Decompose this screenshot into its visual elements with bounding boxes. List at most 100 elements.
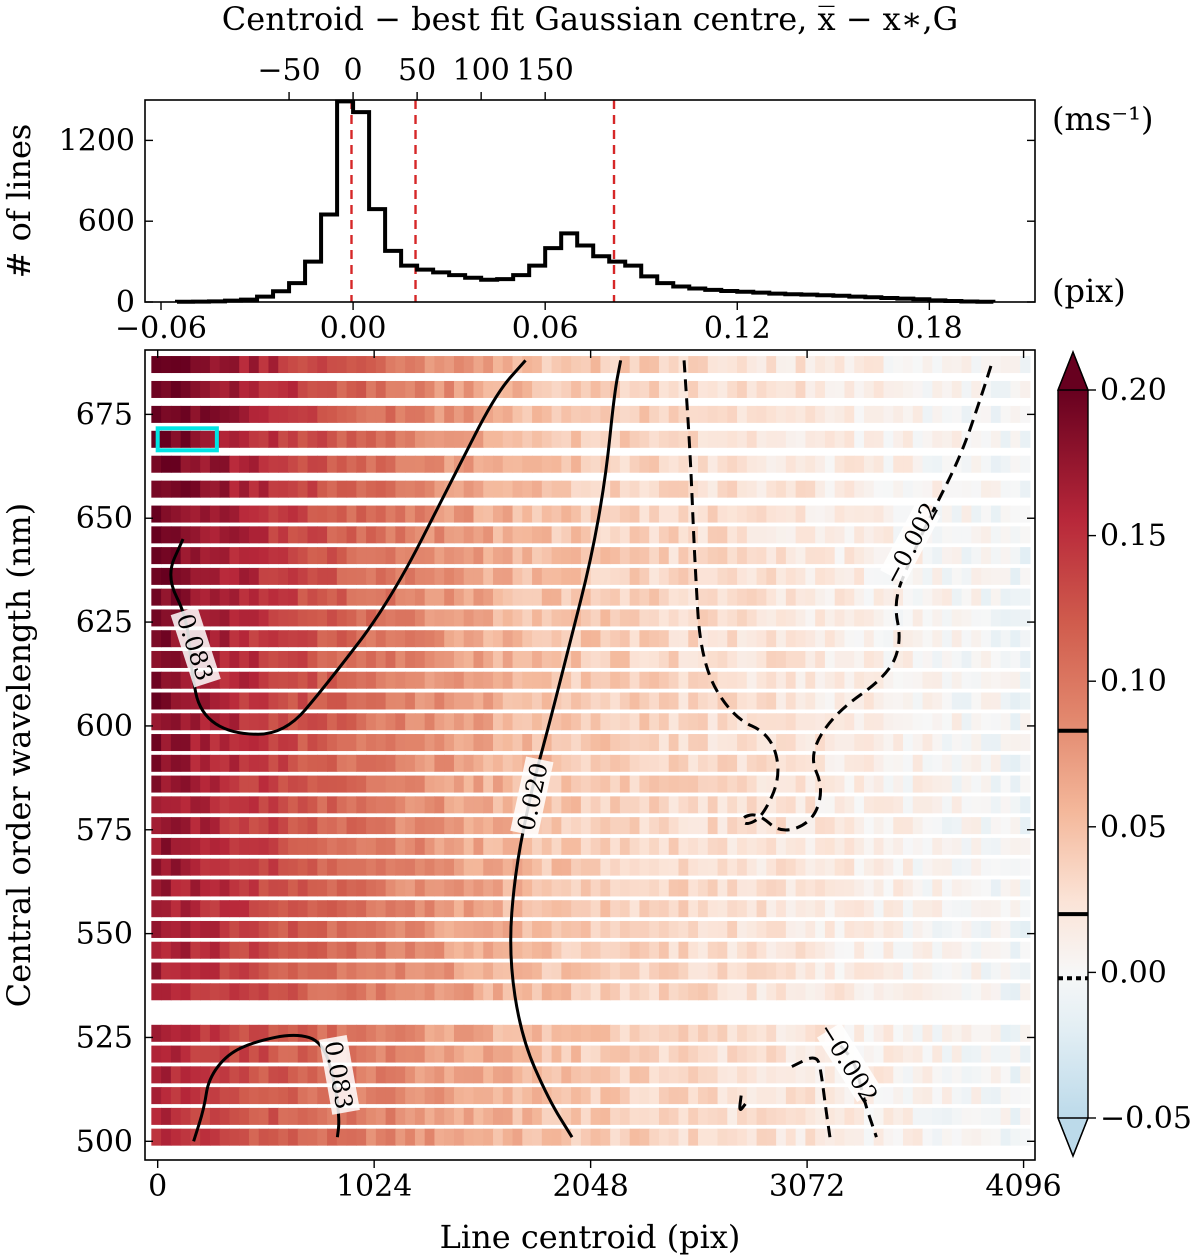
order-row-cell — [863, 1024, 875, 1042]
order-row-cell — [912, 1024, 924, 1042]
order-row-cell — [629, 754, 641, 772]
order-row-cell — [209, 837, 221, 855]
order-row-cell — [815, 1107, 826, 1125]
order-row-cell — [434, 920, 445, 938]
order-row-cell — [161, 380, 172, 398]
order-row-cell — [912, 650, 924, 668]
order-row-cell — [834, 713, 846, 731]
order-row-cell — [981, 609, 992, 627]
order-row-cell — [698, 734, 709, 752]
order-row-cell — [668, 547, 680, 565]
order-row-cell — [151, 734, 162, 752]
order-row-cell — [395, 817, 406, 835]
highlight-box — [155, 426, 219, 453]
order-row-cell — [502, 983, 514, 1001]
y-axis-tick-label: 525 — [76, 1020, 133, 1055]
order-row-cell — [580, 430, 592, 448]
order-row-cell — [561, 405, 572, 423]
order-row-cell — [746, 900, 758, 918]
order-row-cell — [600, 405, 611, 423]
order-row — [151, 920, 1031, 938]
order-row-cell — [532, 1045, 543, 1063]
order-row-cell — [893, 1045, 904, 1063]
order-row-cell — [424, 430, 436, 448]
order-row-cell — [698, 405, 709, 423]
order-row-cell — [610, 1066, 621, 1084]
order-row-cell — [756, 941, 767, 959]
order-row-cell — [717, 455, 728, 473]
order-row-cell — [239, 817, 250, 835]
order-row-cell — [414, 380, 426, 398]
order-row-cell — [170, 480, 182, 498]
order-row-cell — [561, 1087, 572, 1105]
order-row-cell — [961, 734, 972, 752]
order-row-cell — [873, 879, 885, 897]
order-row-cell — [668, 567, 680, 585]
order-row-cell — [863, 775, 875, 793]
order-row-cell — [649, 1087, 660, 1105]
order-row-cell — [1000, 796, 1012, 814]
order-row-cell — [854, 455, 865, 473]
order-row-cell — [629, 430, 641, 448]
order-row-cell — [727, 1107, 738, 1125]
order-row-cell — [971, 692, 982, 710]
order-row-cell — [151, 1087, 162, 1105]
order-row-cell — [229, 941, 240, 959]
order-row-cell — [346, 754, 357, 772]
order-row-cell — [912, 962, 924, 980]
order-row-cell — [883, 480, 894, 498]
order-row-cell — [239, 983, 250, 1001]
order-row-cell — [776, 356, 787, 374]
order-row-cell — [356, 650, 367, 668]
order-row-cell — [170, 734, 182, 752]
order-row-cell — [502, 1045, 514, 1063]
order-row-cell — [951, 817, 963, 835]
order-row-cell — [502, 1128, 514, 1146]
order-row-cell — [942, 734, 953, 752]
order-row-cell — [707, 1128, 719, 1146]
order-row-cell — [522, 526, 533, 544]
order-row-cell — [795, 455, 806, 473]
order-row-cell — [551, 837, 562, 855]
order-row-cell — [229, 775, 240, 793]
order-row-cell — [756, 817, 767, 835]
order-row-cell — [1020, 1066, 1031, 1084]
order-row-cell — [248, 650, 260, 668]
order-row-cell — [278, 1045, 289, 1063]
order-row-cell — [649, 900, 660, 918]
order-row-cell — [170, 356, 182, 374]
order-row-cell — [463, 1066, 475, 1084]
order-row-cell — [688, 671, 699, 689]
order-row-cell — [1010, 650, 1021, 668]
order-row-cell — [405, 796, 416, 814]
order-row-cell — [854, 837, 865, 855]
order-row-cell — [297, 713, 309, 731]
order-row-cell — [161, 1107, 172, 1125]
order-row-cell — [971, 1045, 982, 1063]
order-row-cell — [834, 671, 846, 689]
order-row-cell — [932, 692, 943, 710]
order-row-cell — [405, 837, 416, 855]
order-row-cell — [473, 962, 484, 980]
order-row-cell — [336, 547, 348, 565]
order-row-cell — [356, 734, 367, 752]
order-row-cell — [903, 356, 914, 374]
order-row-cell — [707, 879, 719, 897]
order-row-cell — [395, 775, 406, 793]
order-row-cell — [815, 754, 826, 772]
order-row-cell — [844, 1087, 855, 1105]
order-row-cell — [834, 775, 846, 793]
order-row-cell — [502, 380, 514, 398]
order-row-cell — [161, 858, 172, 876]
order-row-cell — [639, 692, 650, 710]
order-row-cell — [961, 692, 972, 710]
order-row-cell — [307, 630, 318, 648]
order-row-cell — [883, 754, 894, 772]
order-row-cell — [239, 455, 250, 473]
order-row-cell — [854, 671, 865, 689]
order-row-cell — [580, 1066, 592, 1084]
order-row-cell — [668, 734, 680, 752]
order-row-cell — [951, 941, 963, 959]
order-row-cell — [571, 692, 582, 710]
order-row-cell — [854, 900, 865, 918]
